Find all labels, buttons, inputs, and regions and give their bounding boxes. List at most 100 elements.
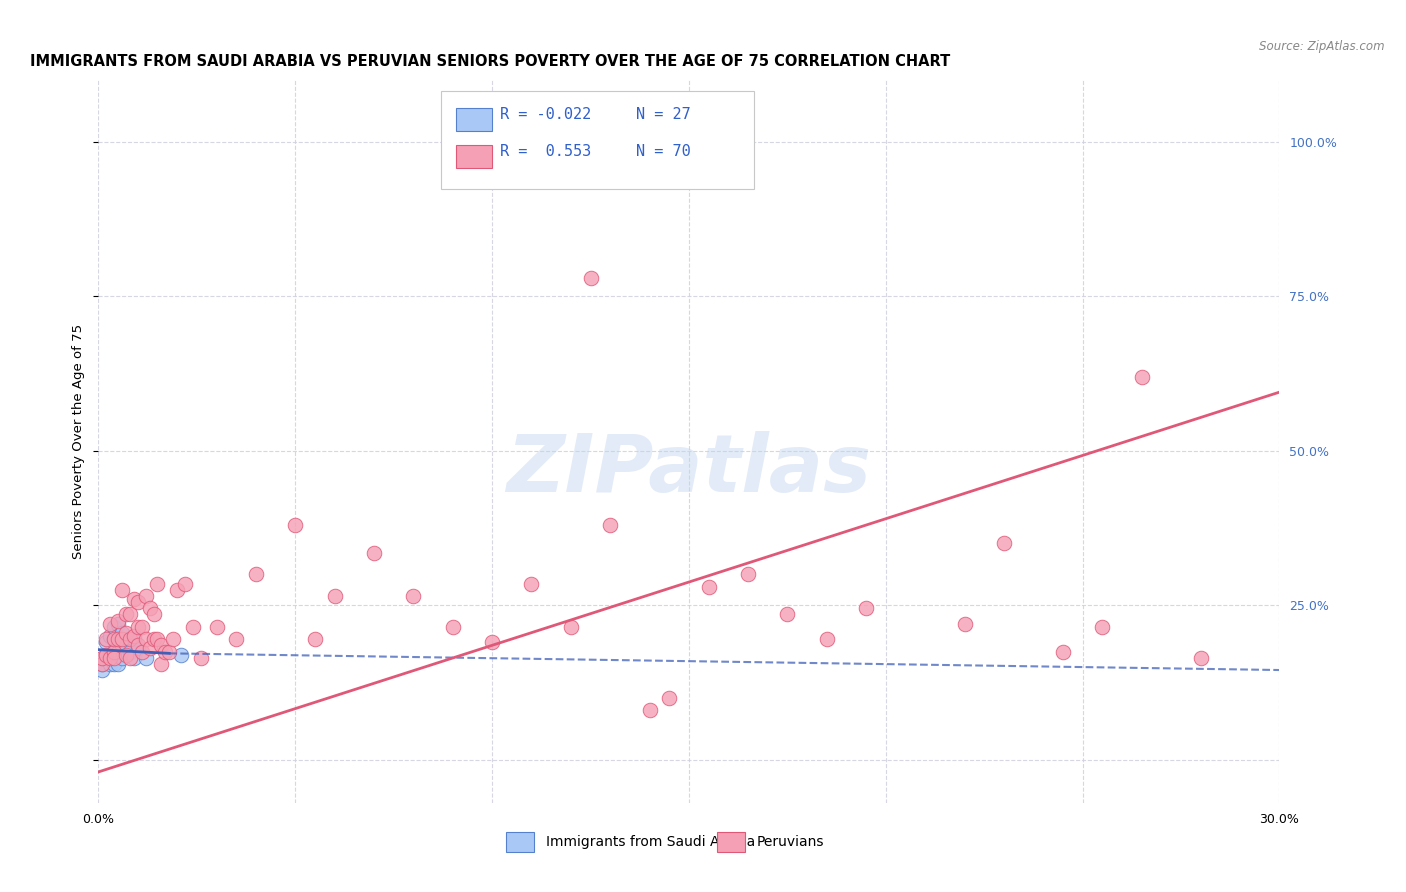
Point [150, 638, 173, 652]
FancyBboxPatch shape [457, 145, 492, 169]
Point [103, 644, 125, 658]
Y-axis label: Seniors Poverty Over the Age of 75: Seniors Poverty Over the Age of 75 [72, 324, 86, 559]
Point [98, 650, 121, 665]
Point [953, 616, 976, 631]
Point [127, 641, 149, 656]
Point [166, 582, 188, 597]
Point [91, 657, 114, 671]
Point [107, 644, 129, 658]
Point [107, 614, 129, 628]
Point [138, 641, 160, 656]
Point [579, 271, 602, 285]
Point [111, 638, 134, 652]
Point [118, 650, 141, 665]
FancyBboxPatch shape [457, 108, 492, 131]
Point [146, 632, 169, 647]
Text: R = -0.022: R = -0.022 [501, 107, 592, 122]
Point [111, 582, 134, 597]
Text: IMMIGRANTS FROM SAUDI ARABIA VS PERUVIAN SENIORS POVERTY OVER THE AGE OF 75 CORR: IMMIGRANTS FROM SAUDI ARABIA VS PERUVIAN… [30, 54, 950, 70]
Point [122, 632, 145, 647]
Point [96, 632, 118, 647]
Text: Immigrants from Saudi Arabia: Immigrants from Saudi Arabia [546, 835, 755, 849]
Point [111, 632, 134, 647]
Point [115, 648, 138, 662]
Point [91, 650, 114, 665]
Point [520, 576, 543, 591]
Point [118, 644, 141, 658]
Point [135, 589, 157, 603]
Point [91, 663, 114, 677]
Point [1189, 650, 1212, 665]
Point [131, 620, 153, 634]
Point [91, 657, 114, 671]
Point [993, 536, 1015, 550]
Point [142, 632, 165, 647]
Point [284, 517, 307, 532]
Point [122, 592, 145, 607]
Point [174, 576, 197, 591]
Point [103, 632, 125, 647]
Point [131, 644, 153, 658]
Point [363, 546, 385, 560]
Point [855, 601, 877, 615]
Point [599, 517, 621, 532]
Text: N = 27: N = 27 [636, 107, 690, 122]
Point [96, 648, 118, 662]
Point [441, 620, 464, 634]
Point [103, 644, 125, 658]
Point [737, 567, 759, 582]
Point [146, 576, 169, 591]
Point [98, 629, 121, 643]
Point [155, 644, 177, 658]
Point [170, 648, 193, 662]
Point [115, 626, 138, 640]
Point [190, 650, 212, 665]
Point [157, 644, 180, 658]
Point [181, 620, 204, 634]
Point [225, 632, 247, 647]
Point [111, 650, 134, 665]
Point [98, 650, 121, 665]
Point [122, 629, 145, 643]
Point [1091, 620, 1114, 634]
Point [150, 657, 173, 671]
Point [118, 632, 141, 647]
Point [103, 650, 125, 665]
Point [107, 632, 129, 647]
Point [1052, 644, 1074, 658]
Point [115, 607, 138, 622]
Point [103, 632, 125, 647]
Point [323, 589, 346, 603]
Point [122, 650, 145, 665]
Text: N = 70: N = 70 [636, 144, 690, 159]
Point [205, 620, 228, 634]
Text: Source: ZipAtlas.com: Source: ZipAtlas.com [1260, 40, 1385, 54]
Point [115, 638, 138, 652]
Point [115, 644, 138, 658]
Point [135, 632, 157, 647]
Point [127, 620, 149, 634]
FancyBboxPatch shape [441, 91, 754, 189]
Point [658, 690, 681, 705]
Point [127, 638, 149, 652]
Point [560, 620, 582, 634]
Point [96, 635, 118, 649]
Point [107, 657, 129, 671]
Point [111, 626, 134, 640]
Point [638, 703, 661, 717]
Point [98, 616, 121, 631]
Point [697, 580, 720, 594]
Point [142, 607, 165, 622]
Point [98, 648, 121, 662]
Point [776, 607, 799, 622]
Point [1130, 369, 1153, 384]
Point [304, 632, 326, 647]
Point [127, 595, 149, 609]
Text: ZIPatlas: ZIPatlas [506, 432, 872, 509]
Text: Peruvians: Peruvians [756, 835, 824, 849]
Point [135, 650, 157, 665]
Point [138, 601, 160, 615]
Point [96, 648, 118, 662]
Point [103, 620, 125, 634]
Point [107, 648, 129, 662]
